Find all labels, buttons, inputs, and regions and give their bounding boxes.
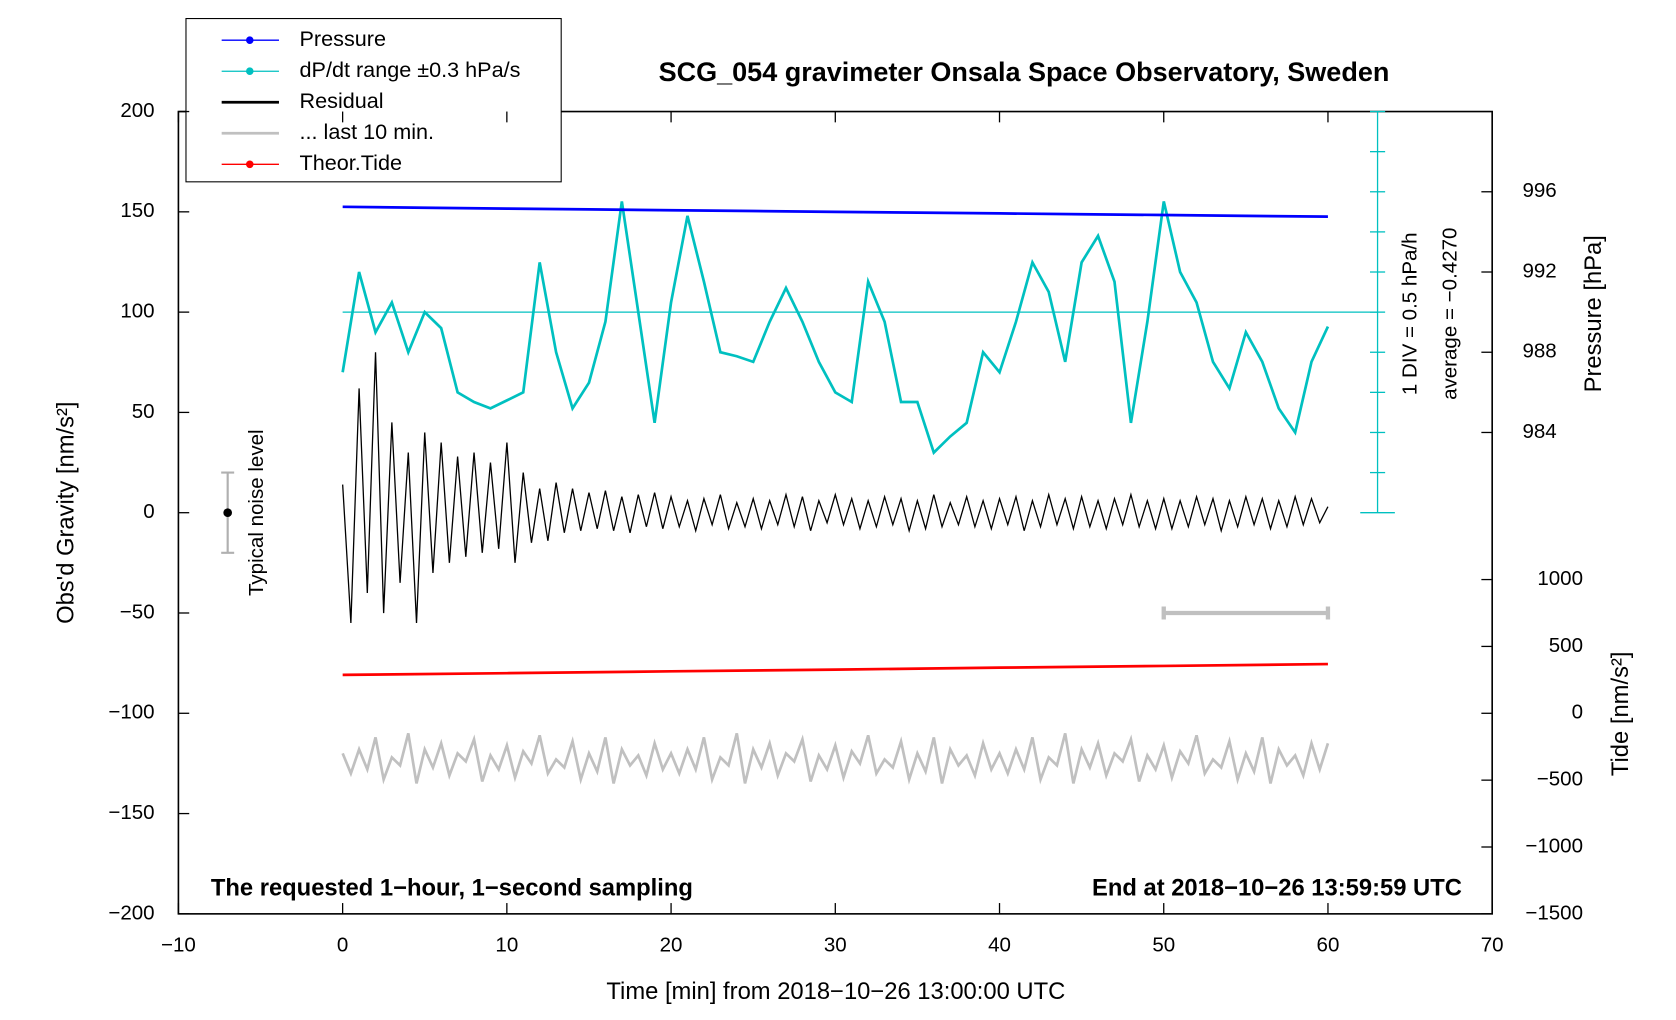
- y2-tick-label: 992: [1522, 259, 1556, 282]
- x-tick-label: 30: [824, 934, 847, 957]
- x-tick-label: −10: [161, 934, 196, 957]
- chart-title: SCG_054 gravimeter Onsala Space Observat…: [659, 57, 1390, 87]
- legend-marker: [245, 67, 254, 75]
- x-tick-label: 20: [660, 934, 683, 957]
- y-tick-label: −200: [108, 901, 154, 924]
- noise-dot: [223, 508, 233, 518]
- legend-label: Theor.Tide: [300, 150, 403, 175]
- legend-label: dP/dt range ±0.3 hPa/s: [300, 57, 521, 82]
- y-tick-label: 100: [120, 300, 154, 323]
- y-axis-title: Obs'd Gravity [nm/s²]: [52, 401, 79, 623]
- y3-axis-title: Tide [nm/s²]: [1607, 652, 1634, 777]
- annotation: Typical noise level: [245, 429, 268, 596]
- series-line: [341, 732, 1330, 785]
- series-line: [342, 205, 1328, 218]
- legend-label: Pressure: [300, 26, 386, 51]
- x-tick-label: 40: [988, 934, 1011, 957]
- y-tick-label: −150: [108, 801, 154, 824]
- x-axis-title: Time [min] from 2018−10−26 13:00:00 UTC: [606, 978, 1065, 1005]
- y-tick-label: 50: [132, 400, 155, 423]
- y-tick-label: 200: [120, 99, 154, 122]
- plot-frame: [177, 110, 1493, 915]
- x-tick-label: 70: [1481, 934, 1504, 957]
- legend-box: [185, 18, 562, 183]
- y2-tick-label: 988: [1522, 340, 1556, 363]
- y-tick-label: 0: [143, 500, 154, 523]
- annotation: 1 DIV = 0.5 hPa/h: [1399, 232, 1422, 395]
- series-line: [342, 352, 1329, 624]
- y3-tick-label: 0: [1572, 701, 1583, 724]
- series-line: [342, 662, 1328, 677]
- y3-tick-label: −1000: [1525, 834, 1583, 857]
- series-line: [341, 201, 1330, 456]
- y-tick-label: −100: [108, 701, 154, 724]
- y2-tick-label: 996: [1522, 179, 1556, 202]
- y3-tick-label: −500: [1537, 768, 1583, 791]
- annotation: average = −0.4270: [1439, 228, 1462, 400]
- last10-bar: [1161, 606, 1331, 620]
- annotation: End at 2018−10−26 13:59:59 UTC: [1092, 874, 1462, 901]
- y3-tick-label: 1000: [1537, 567, 1583, 590]
- x-tick-label: 50: [1152, 934, 1175, 957]
- legend-marker: [245, 36, 254, 44]
- y2-tick-label: 984: [1522, 420, 1556, 443]
- y-tick-label: 150: [120, 199, 154, 222]
- annotation: The requested 1−hour, 1−second sampling: [211, 874, 693, 901]
- legend-label: Residual: [300, 88, 384, 113]
- y3-tick-label: 500: [1549, 634, 1583, 657]
- y-tick-label: −50: [120, 600, 155, 623]
- x-tick-label: 0: [337, 934, 348, 957]
- y3-tick-label: −1500: [1525, 901, 1583, 924]
- x-tick-label: 10: [495, 934, 518, 957]
- x-tick-label: 60: [1317, 934, 1340, 957]
- legend-marker: [245, 160, 254, 169]
- legend-label: ... last 10 min.: [300, 119, 435, 144]
- y2-axis-title: Pressure [hPa]: [1580, 235, 1607, 392]
